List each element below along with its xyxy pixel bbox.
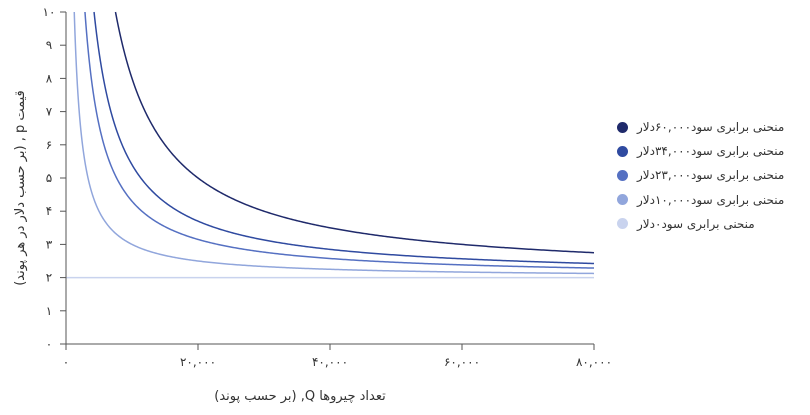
legend-label: منحنی برابری سود۲۳,۰۰۰دلار	[637, 168, 785, 183]
legend-label: منحنی برابری سود۳۴,۰۰۰دلار	[637, 144, 785, 159]
axes	[65, 12, 594, 345]
y-tick-label: ۶	[46, 138, 52, 152]
legend-swatch	[617, 194, 628, 206]
y-tick-label: ۱	[46, 304, 52, 318]
isoprofit-curve	[93, 11, 595, 265]
y-tick-label: ۱۰	[43, 5, 56, 19]
legend-item: منحنی برابری سود۱۰,۰۰۰دلار	[617, 188, 807, 212]
legend-item: منحنی برابری سود۶۰,۰۰۰دلار	[617, 115, 807, 139]
legend-swatch	[617, 121, 628, 133]
legend-label: منحنی برابری سود۰دلار	[637, 216, 755, 231]
y-tick-label: ۷	[46, 105, 53, 119]
y-tick-label: ۲	[46, 271, 52, 285]
legend-label: منحنی برابری سود۶۰,۰۰۰دلار	[637, 120, 785, 135]
y-tick-label: ۰	[46, 337, 52, 351]
legend-label: منحنی برابری سود۱۰,۰۰۰دلار	[637, 192, 785, 207]
y-tick-label: ۳	[46, 237, 53, 251]
legend-swatch	[617, 218, 628, 230]
isoprofit-curve	[84, 11, 595, 269]
legend-item: منحنی برابری سود۳۴,۰۰۰دلار	[617, 139, 807, 163]
legend-swatch	[617, 145, 628, 157]
x-tick-label: ۴۰,۰۰۰	[312, 355, 348, 369]
y-axis-title: قیمت p , (بر حسب دلار در هر پوند)	[13, 90, 28, 286]
y-tick-label: ۵	[46, 171, 52, 185]
x-axis-title: تعداد چیروها Q, (بر حسب پوند)	[214, 389, 386, 404]
legend-item: منحنی برابری سود۲۳,۰۰۰دلار	[617, 163, 807, 187]
x-tick-label: ۶۰,۰۰۰	[444, 355, 480, 369]
y-tick-label: ۴	[46, 204, 52, 218]
chart-legend: منحنی برابری سود۶۰,۰۰۰دلار منحنی برابری س…	[617, 115, 807, 236]
isoprofit-curve	[73, 11, 595, 275]
y-tick-label: ۹	[46, 38, 52, 52]
y-tick-label: ۸	[46, 71, 53, 85]
plot-curves	[66, 11, 595, 279]
x-tick-label: ۰	[63, 355, 69, 369]
isoprofit-curve	[114, 11, 595, 254]
x-tick-label: ۸۰,۰۰۰	[576, 355, 612, 369]
x-axis-ticks: ۰ ۲۰,۰۰۰ ۴۰,۰۰۰ ۶۰,۰۰۰ ۸۰,۰۰۰	[63, 344, 612, 369]
legend-item: منحنی برابری سود۰دلار	[617, 212, 807, 236]
legend-swatch	[617, 169, 628, 181]
y-axis-ticks: ۰ ۱ ۲ ۳ ۴ ۵ ۶ ۷ ۸ ۹ ۱۰	[43, 5, 66, 351]
x-tick-label: ۲۰,۰۰۰	[180, 355, 216, 369]
